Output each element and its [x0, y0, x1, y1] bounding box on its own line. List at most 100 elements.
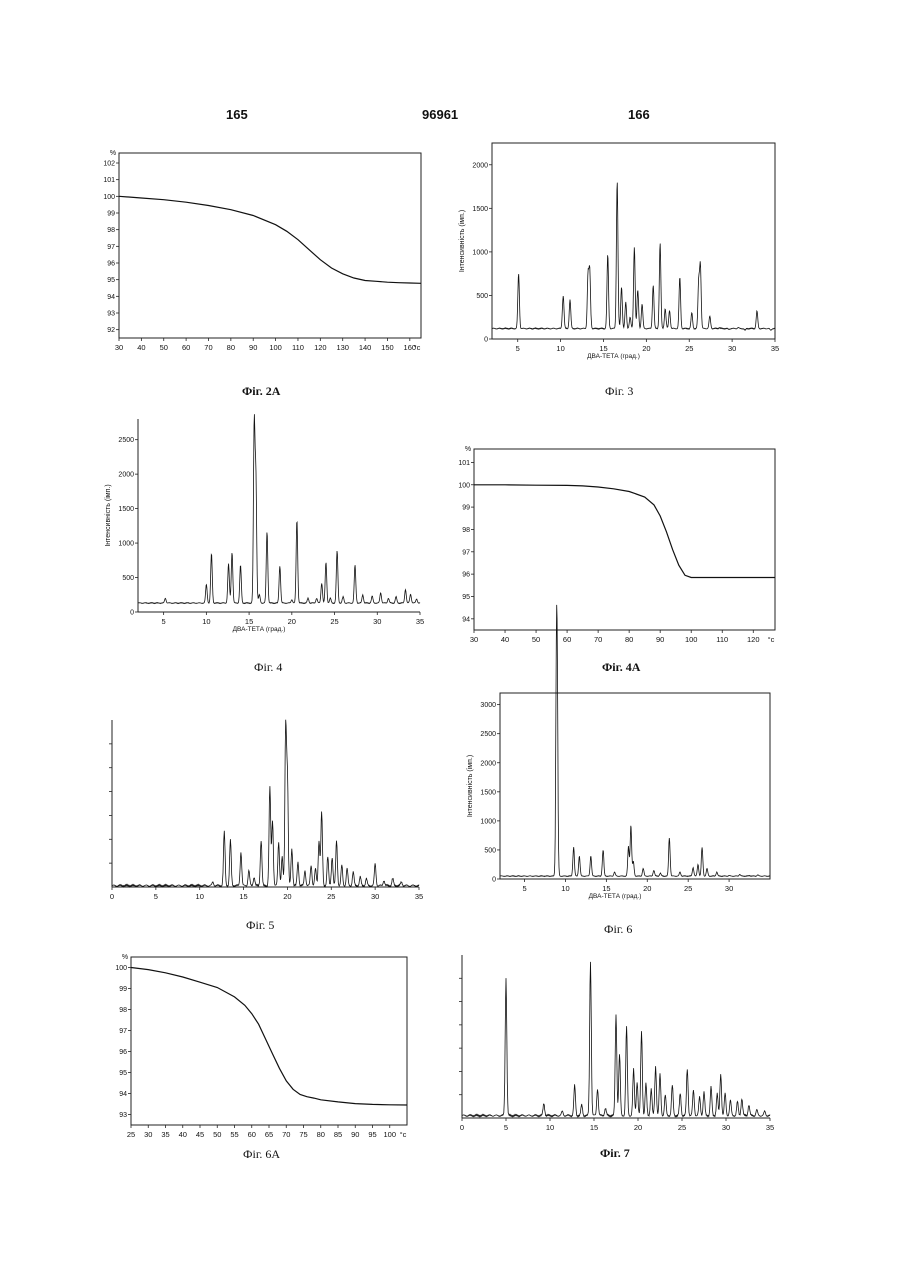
x-tick-label: 150	[381, 343, 394, 352]
x-tick-label: 5	[504, 1123, 508, 1132]
y-tick-label: 95	[119, 1070, 127, 1077]
x-tick-label: 50	[532, 635, 540, 644]
x-tick-label: 10	[561, 884, 569, 893]
x-tick-label: 80	[227, 343, 235, 352]
x-tick-label: 5	[522, 884, 526, 893]
x-tick-label: 70	[594, 635, 602, 644]
x-tick-label: 15	[245, 617, 253, 626]
y-tick-label: 0	[130, 610, 134, 617]
y-tick-label: 0	[484, 337, 488, 344]
x-axis-title: ДВА-ТЕТА (град.)	[233, 626, 286, 633]
y-tick-label: 94	[119, 1091, 127, 1098]
y-tick-label: 92	[107, 327, 115, 334]
x-tick-label: 40	[179, 1130, 187, 1139]
chart-fig7: 05101520253035	[459, 955, 774, 1132]
x-tick-label: 20	[642, 344, 650, 353]
x-tick-label: 15	[602, 884, 610, 893]
plot-frame	[492, 143, 775, 339]
y-tick-label: 1500	[118, 506, 134, 513]
x-tick-label: 25	[678, 1123, 686, 1132]
x-tick-label: 15	[590, 1123, 598, 1132]
plot-frame	[119, 153, 421, 338]
x-tick-label: 30	[115, 343, 123, 352]
y-axis-title: Інтенсивність (імп.)	[466, 755, 474, 817]
y-tick-label: 2000	[118, 472, 134, 479]
x-tick-label: 20	[283, 892, 291, 901]
y-tick-label: 94	[107, 294, 115, 301]
chart-fig4a: 30405060708090100110120°c949596979899100…	[458, 446, 775, 644]
x-tick-label: 60	[182, 343, 190, 352]
y-tick-label: 95	[462, 594, 470, 601]
series-line	[462, 962, 770, 1117]
x-tick-label: 95	[368, 1130, 376, 1139]
x-tick-label: 80	[317, 1130, 325, 1139]
chart-fig2a: 30405060708090100110120130140150160°c929…	[103, 150, 421, 352]
y-tick-label: 93	[107, 311, 115, 318]
x-tick-label: 20	[643, 884, 651, 893]
y-tick-label: 1000	[118, 541, 134, 548]
x-tick-label: 0	[460, 1123, 464, 1132]
y-tick-label: 3000	[480, 702, 496, 709]
x-tick-label: 100	[383, 1130, 396, 1139]
x-tick-label: 65	[265, 1130, 273, 1139]
y-tick-label: 500	[484, 847, 496, 854]
y-tick-label: 98	[119, 1007, 127, 1014]
series-line	[119, 196, 421, 283]
caption-fig4a: Фіг. 4А	[602, 660, 640, 675]
series-line	[131, 968, 407, 1106]
y-tick-label: 98	[462, 527, 470, 534]
x-tick-label: 25	[684, 884, 692, 893]
y-unit-label: %	[465, 446, 471, 453]
x-tick-label: 60	[248, 1130, 256, 1139]
x-tick-label: 35	[766, 1123, 774, 1132]
x-tick-label: 80	[625, 635, 633, 644]
x-axis-title: ДВА-ТЕТА (град.)	[587, 353, 640, 360]
y-tick-label: 500	[122, 575, 134, 582]
x-tick-label: 100	[269, 343, 282, 352]
x-unit-label: °c	[400, 1130, 407, 1139]
y-tick-label: 100	[458, 482, 470, 489]
y-tick-label: 96	[107, 261, 115, 268]
caption-fig2a: Фіг. 2А	[242, 384, 280, 399]
series-line	[474, 485, 775, 578]
caption-fig6: Фіг. 6	[604, 922, 632, 937]
x-tick-label: 20	[634, 1123, 642, 1132]
y-tick-label: 2000	[480, 760, 496, 767]
y-tick-label: 1500	[480, 789, 496, 796]
y-tick-label: 101	[103, 177, 115, 184]
y-axis-title: Інтенсивність (імп.)	[458, 210, 466, 272]
plot-frame	[131, 957, 407, 1125]
y-tick-label: 2000	[472, 162, 488, 169]
chart-fig6: 51015202530050010001500200025003000ДВА-Т…	[466, 605, 770, 900]
caption-fig7: Фіг. 7	[600, 1146, 630, 1161]
x-tick-label: 35	[415, 892, 423, 901]
series-line	[138, 414, 420, 603]
x-tick-label: 25	[330, 617, 338, 626]
x-tick-label: 30	[470, 635, 478, 644]
x-tick-label: 15	[239, 892, 247, 901]
y-tick-label: 93	[119, 1112, 127, 1119]
x-tick-label: 120	[747, 635, 760, 644]
y-tick-label: 1000	[472, 249, 488, 256]
x-tick-label: 5	[154, 892, 158, 901]
y-tick-label: 1500	[472, 206, 488, 213]
chart-fig6a: 253035404550556065707580859095100°c93949…	[115, 954, 407, 1139]
x-tick-label: 120	[314, 343, 327, 352]
plot-frame	[474, 449, 775, 630]
y-unit-label: %	[110, 150, 116, 157]
y-tick-label: 0	[492, 877, 496, 884]
x-tick-label: 10	[202, 617, 210, 626]
x-tick-label: 90	[351, 1130, 359, 1139]
x-tick-label: 10	[556, 344, 564, 353]
x-axis-title: ДВА-ТЕТА (град.)	[589, 893, 642, 900]
plot-frame	[500, 693, 770, 879]
y-tick-label: 97	[119, 1028, 127, 1035]
y-tick-label: 2500	[118, 437, 134, 444]
y-tick-label: 96	[119, 1049, 127, 1056]
series-line	[500, 605, 770, 877]
y-axis-title: Інтенсивність (імп.)	[104, 484, 112, 546]
y-tick-label: 500	[476, 293, 488, 300]
y-tick-label: 97	[462, 549, 470, 556]
x-tick-label: 20	[288, 617, 296, 626]
y-tick-label: 1000	[480, 818, 496, 825]
